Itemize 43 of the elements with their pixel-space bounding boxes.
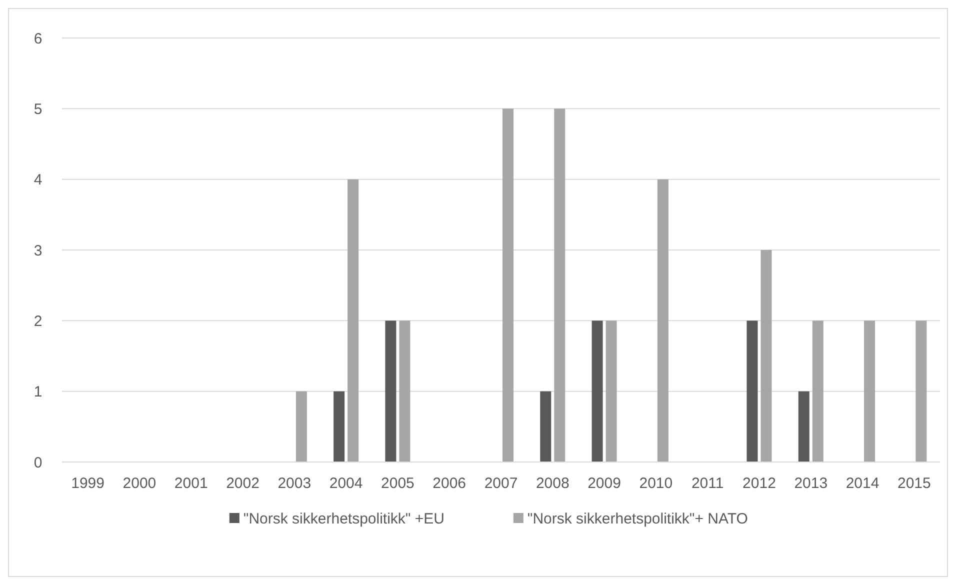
bar [399, 320, 410, 462]
x-tick-label: 2001 [174, 475, 208, 492]
bar [296, 391, 307, 462]
x-tick-label: 1999 [71, 475, 105, 492]
bar [334, 391, 345, 462]
legend-label: "Norsk sikkerhetspolitikk"+ NATO [527, 510, 748, 528]
bar [812, 320, 824, 462]
bar [348, 179, 359, 462]
x-tick-label: 2014 [846, 475, 880, 492]
x-tick-label: 2002 [226, 475, 260, 492]
bar [385, 320, 396, 462]
bar [540, 391, 552, 462]
x-tick-label: 2012 [742, 475, 776, 492]
x-tick-label: 2004 [329, 475, 363, 492]
y-tick-label: 3 [34, 242, 42, 260]
y-tick-label: 6 [34, 30, 42, 48]
bar [864, 320, 876, 462]
bar [746, 320, 758, 462]
bar [657, 179, 668, 462]
x-tick-label: 2005 [381, 475, 414, 492]
x-tick-label: 2003 [278, 475, 312, 492]
y-tick-label: 2 [34, 312, 42, 330]
x-tick-label: 2009 [588, 475, 621, 492]
bar [916, 320, 927, 462]
x-tick-label: 2015 [897, 475, 931, 492]
y-tick-label: 5 [34, 100, 42, 118]
x-tick-label: 2008 [536, 475, 570, 492]
x-tick-label: 2011 [691, 475, 724, 492]
bar [554, 108, 566, 462]
bar [502, 108, 514, 462]
x-tick-label: 2013 [794, 475, 828, 492]
bar [606, 320, 617, 462]
x-tick-label: 2010 [639, 475, 673, 492]
legend-label: "Norsk sikkerhetspolitikk" +EU [243, 510, 445, 528]
bar [798, 391, 810, 462]
y-tick-label: 1 [34, 384, 42, 401]
x-tick-label: 2006 [432, 475, 466, 492]
y-tick-label: 0 [34, 454, 42, 472]
x-tick-label: 2000 [122, 475, 156, 492]
y-tick-label: 4 [34, 172, 42, 189]
bar [592, 320, 603, 462]
bar [760, 250, 772, 462]
x-tick-label: 2007 [484, 475, 518, 492]
